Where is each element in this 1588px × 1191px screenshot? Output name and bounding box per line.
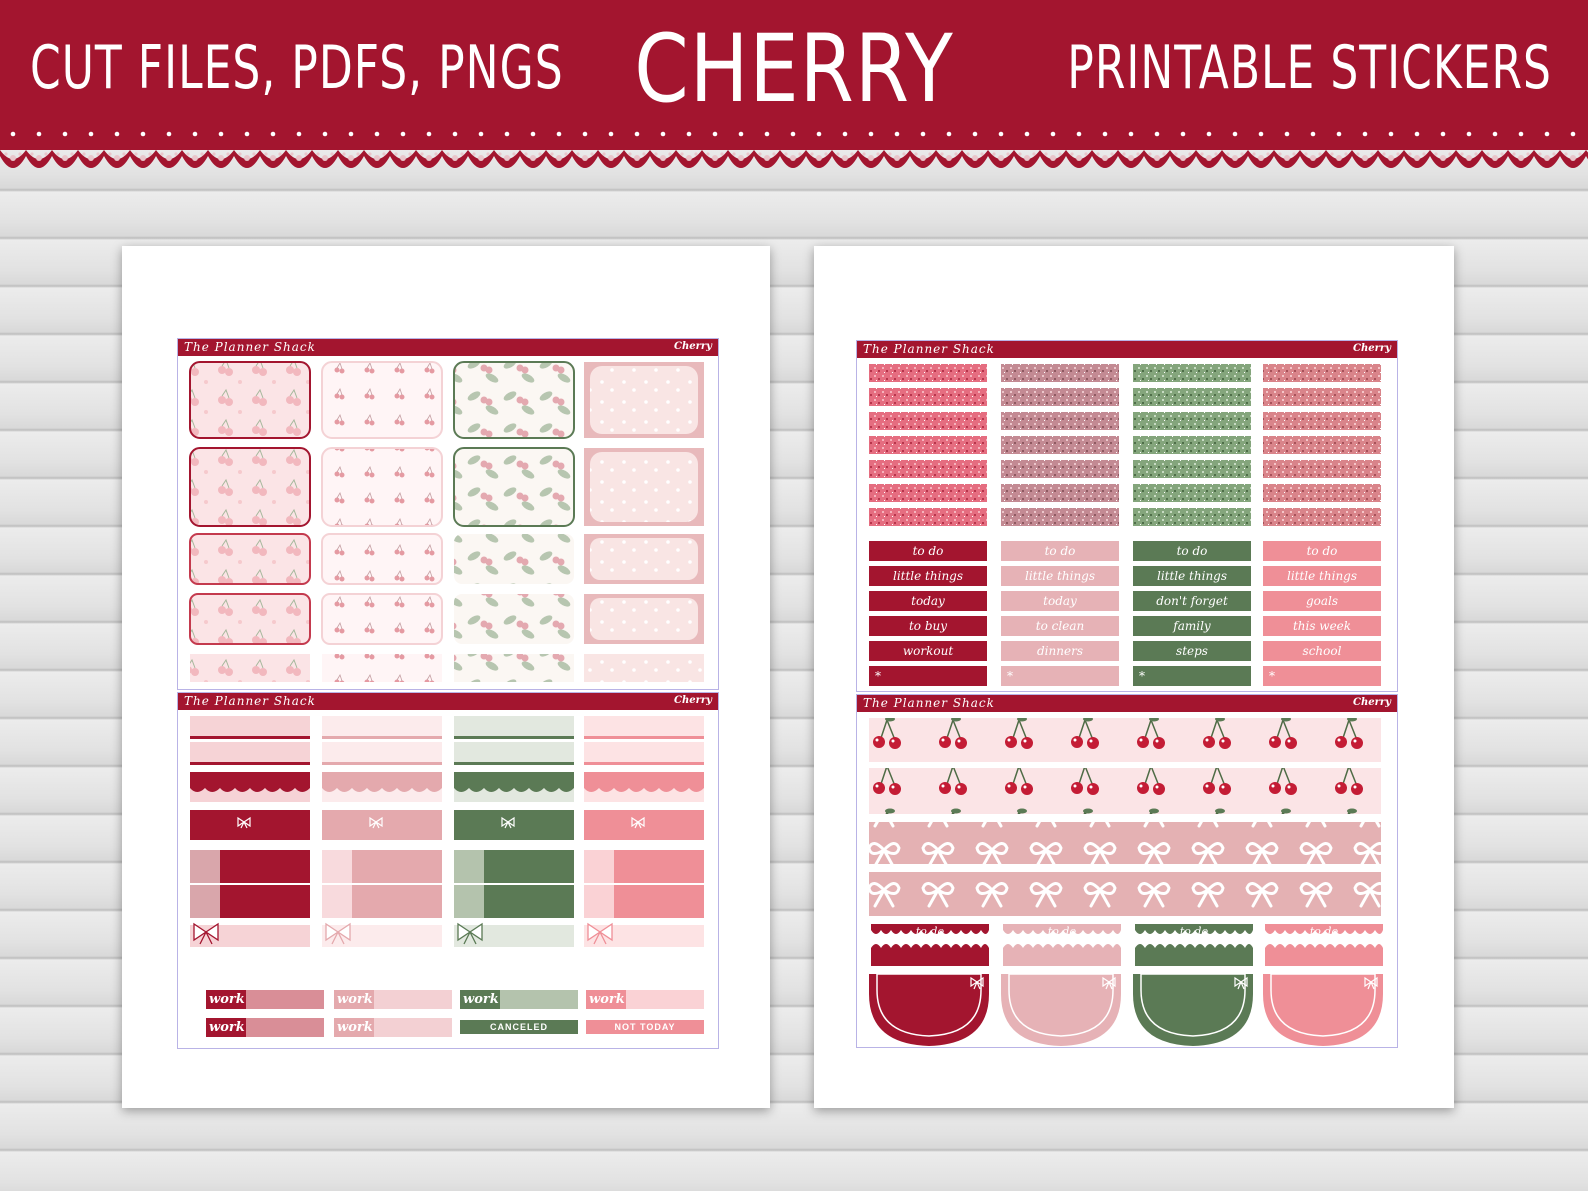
work-label-sticker: work — [586, 990, 704, 1009]
bow-icon — [193, 922, 613, 945]
label-sticker: to clean — [1001, 616, 1119, 636]
work-text: work — [589, 992, 625, 1007]
label-sticker: workout — [869, 641, 987, 661]
snowflake-sticker: * — [869, 666, 987, 686]
work-text: work — [209, 1020, 245, 1035]
washi-and-circle-stickers — [869, 718, 1383, 1046]
label-sticker: dinners — [1001, 641, 1119, 661]
label-sticker: little things — [1001, 566, 1119, 586]
kit-name-label: Cherry — [674, 695, 712, 706]
label-sticker: today — [869, 591, 987, 611]
label-sticker: to do — [869, 541, 987, 561]
label-sticker: school — [1263, 641, 1381, 661]
bow-icon — [237, 816, 645, 829]
label-sticker: don't forget — [1133, 591, 1251, 611]
label-sticker: little things — [1133, 566, 1251, 586]
to-do-header-text: to do — [1047, 925, 1077, 938]
work-label-sticker: work — [460, 990, 578, 1009]
kit-name-label: Cherry — [674, 341, 712, 352]
label-sticker: to buy — [869, 616, 987, 636]
label-sticker: little things — [1263, 566, 1381, 586]
kit-name-label: Cherry — [1353, 697, 1391, 708]
left-kit-bottom: The Planner Shack Cherry — [177, 692, 719, 1049]
lace-border — [0, 130, 1588, 188]
brand-label: The Planner Shack — [184, 694, 316, 708]
kit-header: The Planner Shack Cherry — [857, 695, 1397, 712]
glitter-strip-grid — [869, 364, 1381, 526]
canceled-label: CANCELED — [460, 1020, 578, 1034]
label-sticker: family — [1133, 616, 1251, 636]
work-label-sticker: work — [334, 1018, 452, 1037]
work-text: work — [337, 1020, 373, 1035]
right-kit-top: The Planner Shack Cherry — [856, 340, 1398, 692]
label-sticker: today — [1001, 591, 1119, 611]
banner-right-text: PRINTABLE STICKERS — [1067, 34, 1552, 103]
label-sticker: to do — [1001, 541, 1119, 561]
work-label-sticker: work — [334, 990, 452, 1009]
pattern-sticker-grid — [189, 361, 704, 682]
not-today-label: NOT TODAY — [586, 1020, 704, 1034]
brand-label: The Planner Shack — [863, 696, 995, 710]
label-sticker: to do — [1263, 541, 1381, 561]
brand-label: The Planner Shack — [863, 342, 995, 356]
work-label-sticker: work — [206, 1018, 324, 1037]
header-sticker-grid — [190, 716, 704, 947]
left-sheet: The Planner Shack Cherry — [122, 246, 770, 1108]
to-do-header-text: to do — [1179, 925, 1209, 938]
snowflake-sticker: * — [1133, 666, 1251, 686]
work-text: work — [463, 992, 499, 1007]
to-do-header-text: to do — [915, 925, 945, 938]
snowflake-sticker: * — [1001, 666, 1119, 686]
banner-left-text: CUT FILES, PDFS, PNGS — [30, 34, 564, 103]
left-kit-top: The Planner Shack Cherry — [177, 338, 719, 690]
header-banner: CUT FILES, PDFS, PNGS CHERRY PRINTABLE S… — [0, 0, 1588, 150]
kit-header: The Planner Shack Cherry — [178, 693, 718, 710]
brand-label: The Planner Shack — [184, 340, 316, 354]
label-sticker: little things — [869, 566, 987, 586]
banner-title: CHERRY — [634, 16, 954, 125]
right-kit-bottom: The Planner Shack Cherry — [856, 694, 1398, 1048]
snowflake-sticker: * — [1263, 666, 1381, 686]
right-sheet: The Planner Shack Cherry — [814, 246, 1454, 1108]
to-do-header-text: to do — [1309, 925, 1339, 938]
kit-header: The Planner Shack Cherry — [857, 341, 1397, 358]
work-text: work — [209, 992, 245, 1007]
label-sticker: steps — [1133, 641, 1251, 661]
work-label-sticker: work — [206, 990, 324, 1009]
kit-name-label: Cherry — [1353, 343, 1391, 354]
work-text: work — [337, 992, 373, 1007]
label-sticker: to do — [1133, 541, 1251, 561]
label-sticker: goals — [1263, 591, 1381, 611]
kit-header: The Planner Shack Cherry — [178, 339, 718, 356]
label-sticker: this week — [1263, 616, 1381, 636]
